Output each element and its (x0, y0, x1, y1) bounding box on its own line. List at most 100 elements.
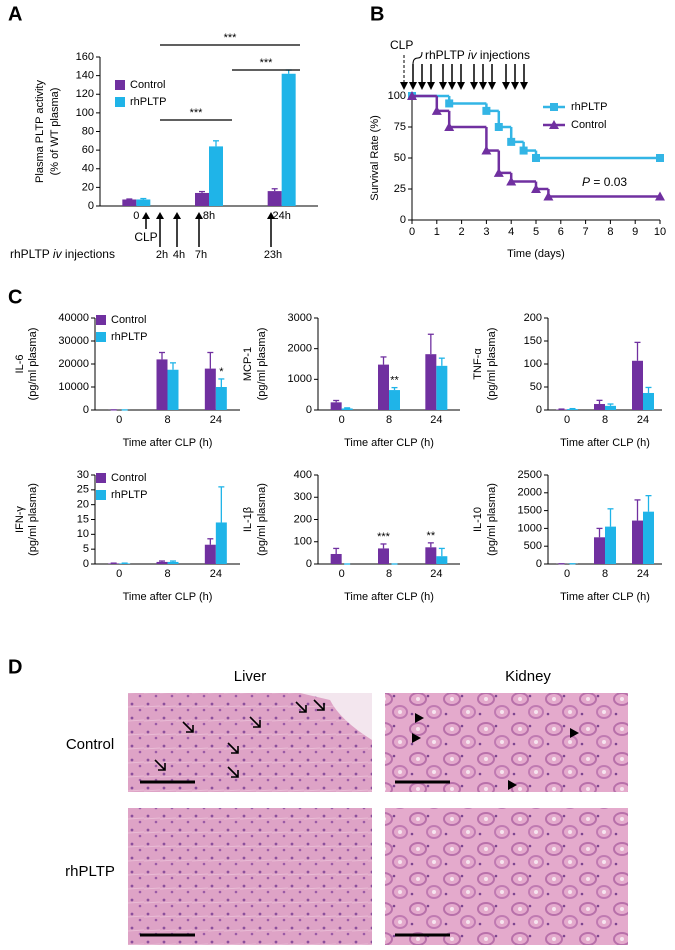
bar (136, 199, 151, 206)
y-tick-label: 15 (77, 513, 89, 525)
significance: *** (260, 57, 274, 69)
y-axis-label: (pg/ml plasma) (256, 328, 268, 401)
y-tick-label: 1000 (518, 522, 542, 534)
y-tick-label: 30000 (58, 335, 89, 347)
arrow-head (418, 82, 426, 90)
injection-label: rhPLTP iv injections (10, 247, 115, 261)
x-tick-label: 9 (632, 226, 638, 238)
injection-time: 7h (195, 249, 207, 261)
x-tick-label: 24 (210, 568, 222, 580)
significance: *** (224, 32, 238, 44)
x-tick-label: 24 (637, 568, 649, 580)
significance: ** (390, 375, 399, 387)
bar (567, 409, 578, 410)
y-tick-label: 2000 (518, 487, 542, 499)
arrow-head (427, 82, 435, 90)
y-axis-label: Plasma PLTP activity (34, 80, 46, 183)
p-value: P = 0.03 (582, 175, 627, 189)
y-tick-label: 100 (388, 90, 406, 102)
bar (167, 369, 179, 410)
y-tick-label: 10 (77, 528, 89, 540)
arrow-head (457, 82, 465, 90)
x-tick-label: 8 (602, 568, 608, 580)
bar (632, 520, 643, 564)
x-axis-label: Time (days) (507, 248, 565, 260)
y-tick-label: 100 (294, 536, 312, 548)
y-tick-label: 100 (524, 358, 542, 370)
y-tick-label: 0 (83, 558, 89, 570)
x-axis-label: Time after CLP (h) (560, 437, 650, 449)
arrow-head (470, 82, 478, 90)
y-axis-label: (% of WT plasma) (49, 88, 61, 176)
x-tick-label: 0 (133, 210, 139, 222)
x-tick-label: 24 (210, 414, 222, 426)
y-tick-label: 50 (530, 381, 542, 393)
arrowheads (412, 713, 579, 790)
y-tick-label: 160 (76, 51, 94, 63)
marker (407, 91, 417, 100)
bar (209, 146, 223, 206)
bar (281, 73, 296, 206)
y-tick-label: 400 (294, 469, 312, 481)
y-tick-label: 80 (82, 125, 94, 137)
y-tick-label: 0 (400, 214, 406, 226)
y-tick-label: 0 (83, 404, 89, 416)
injection-text: injections (477, 48, 530, 62)
injection-label: rhPLTP iv injections (425, 48, 530, 62)
y-tick-label: 100 (76, 107, 94, 119)
kidney-rhpltp-image (385, 808, 628, 945)
y-tick-label: 0 (536, 558, 542, 570)
legend-label: rhPLTP (571, 101, 607, 113)
bar (605, 526, 616, 564)
bar (195, 192, 209, 206)
x-axis-label: Time after CLP (h) (123, 437, 213, 449)
marker (507, 137, 516, 146)
legend-label: Control (130, 79, 165, 91)
scale-bars (140, 780, 450, 937)
x-tick-label: 0 (564, 568, 570, 580)
injection-text: rhPLTP (425, 48, 468, 62)
x-tick-label: 10 (654, 226, 666, 238)
bar (156, 561, 168, 564)
y-axis-label: IFN-γ (14, 506, 26, 533)
marker (482, 106, 491, 115)
legend-label: Control (111, 472, 146, 484)
bar (330, 402, 342, 410)
y-axis-label: TNF-α (472, 348, 484, 380)
arrow-head (502, 82, 510, 90)
x-tick-label: 5 (533, 226, 539, 238)
y-tick-label: 0 (536, 404, 542, 416)
y-tick-label: 60 (82, 144, 94, 156)
marker (445, 99, 454, 108)
arrow-head (409, 82, 417, 90)
significance: ** (427, 530, 436, 542)
arrow-head (479, 82, 487, 90)
arrow-head (520, 82, 528, 90)
x-tick-label: 6 (558, 226, 564, 238)
row-label: Control (66, 736, 114, 753)
y-axis-label: (pg/ml plasma) (27, 483, 39, 556)
bar (215, 387, 227, 410)
marker (506, 176, 517, 186)
y-tick-label: 20 (82, 181, 94, 193)
arrow-head (267, 212, 275, 219)
x-axis-label: Time after CLP (h) (560, 591, 650, 603)
y-tick-label: 50 (394, 152, 406, 164)
bar (436, 365, 448, 410)
arrow-head (400, 82, 408, 90)
x-axis-label: Time after CLP (h) (344, 437, 434, 449)
y-axis-label: (pg/ml plasma) (256, 483, 268, 556)
x-tick-label: 3 (483, 226, 489, 238)
y-tick-label: 10000 (58, 381, 89, 393)
brace (412, 51, 423, 65)
legend-label: rhPLTP (111, 331, 147, 343)
y-tick-label: 25 (394, 183, 406, 195)
marker (532, 154, 540, 162)
x-tick-label: 4 (508, 226, 514, 238)
arrow-head (142, 212, 150, 219)
bar (330, 553, 342, 564)
arrow-head (195, 212, 203, 219)
legend-label: Control (571, 119, 606, 131)
x-tick-label: 0 (339, 414, 345, 426)
